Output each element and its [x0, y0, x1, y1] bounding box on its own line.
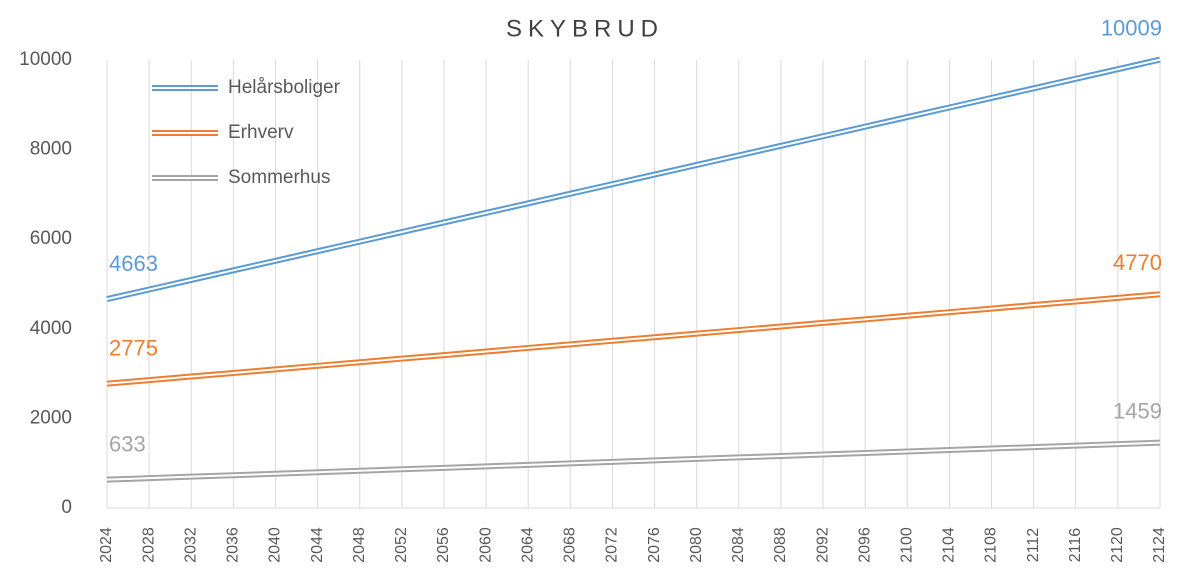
series-line-inner: [106, 58, 1161, 301]
x-tick-label: 2116: [1067, 528, 1084, 563]
y-tick-label: 2000: [30, 407, 72, 428]
data-label: 4770: [1113, 250, 1162, 275]
x-tick-label: 2064: [519, 527, 536, 563]
x-tick-label: 2096: [856, 527, 873, 563]
x-tick-label: 2032: [182, 527, 199, 563]
x-tick-label: 2072: [604, 527, 621, 563]
legend-label: Erhverv: [228, 122, 294, 143]
data-label: 1459: [1113, 398, 1162, 423]
legend-label: Sommerhus: [228, 167, 330, 188]
x-tick-label: 2084: [730, 527, 747, 563]
x-tick-label: 2124: [1151, 527, 1168, 563]
x-tick-label: 2104: [941, 527, 958, 563]
y-tick-label: 8000: [30, 139, 72, 160]
x-tick-label: 2088: [772, 527, 789, 563]
x-tick-label: 2028: [140, 527, 157, 563]
x-tick-label: 2044: [309, 527, 326, 563]
x-tick-label: 2108: [983, 527, 1000, 563]
x-tick-label: 2068: [562, 527, 579, 563]
legend-label: Helårsboliger: [228, 77, 341, 98]
data-label: 2775: [109, 335, 158, 360]
chart-title: SKYBRUD: [506, 15, 664, 42]
series-line-inner: [106, 293, 1161, 385]
y-tick-label: 10000: [19, 49, 72, 70]
x-tick-label: 2112: [1025, 528, 1042, 563]
series-line-inner: [106, 441, 1161, 481]
data-label: 4663: [109, 251, 158, 276]
y-tick-label: 0: [61, 497, 72, 518]
x-tick-label: 2120: [1109, 527, 1126, 563]
y-tick-label: 6000: [30, 228, 72, 249]
x-tick-label: 2080: [688, 527, 705, 563]
x-tick-label: 2076: [646, 527, 663, 563]
x-tick-label: 2056: [435, 527, 452, 563]
data-label: 633: [109, 431, 146, 456]
x-tick-label: 2048: [351, 527, 368, 563]
x-tick-label: 2036: [225, 527, 242, 563]
x-tick-label: 2040: [267, 527, 284, 563]
data-label: 10009: [1101, 15, 1162, 40]
x-tick-label: 2092: [814, 527, 831, 563]
x-tick-label: 2052: [393, 527, 410, 563]
y-tick-label: 4000: [30, 318, 72, 339]
x-tick-label: 2024: [98, 527, 115, 563]
x-tick-label: 2060: [477, 527, 494, 563]
x-tick-label: 2100: [898, 527, 915, 563]
